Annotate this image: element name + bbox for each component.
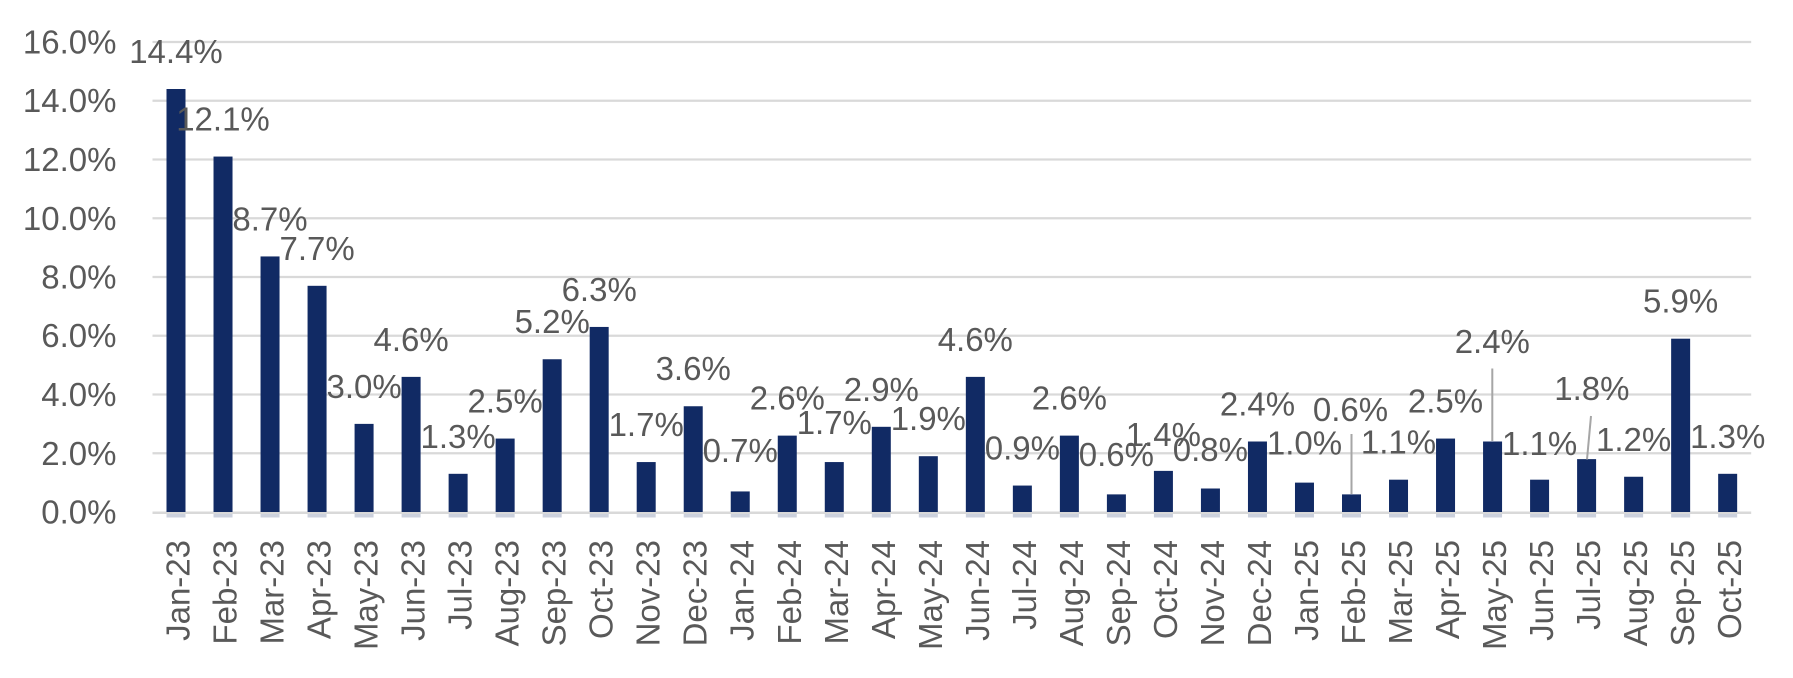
svg-text:5.2%: 5.2%: [515, 303, 590, 340]
svg-text:Apr-25: Apr-25: [1429, 540, 1466, 639]
svg-text:2.6%: 2.6%: [750, 380, 825, 417]
svg-text:12.0%: 12.0%: [23, 141, 117, 178]
svg-text:12.1%: 12.1%: [176, 101, 270, 138]
svg-text:3.0%: 3.0%: [326, 368, 401, 405]
svg-text:2.9%: 2.9%: [844, 371, 919, 408]
svg-text:Jan-23: Jan-23: [160, 540, 197, 641]
svg-text:2.0%: 2.0%: [41, 435, 116, 472]
svg-text:May-23: May-23: [348, 540, 385, 650]
svg-text:Mar-25: Mar-25: [1382, 540, 1419, 645]
svg-text:16.0%: 16.0%: [23, 24, 117, 61]
svg-text:0.6%: 0.6%: [1313, 391, 1388, 428]
svg-text:0.7%: 0.7%: [703, 432, 778, 469]
svg-text:2.6%: 2.6%: [1032, 380, 1107, 417]
svg-text:2.4%: 2.4%: [1220, 386, 1295, 423]
svg-text:4.6%: 4.6%: [938, 321, 1013, 358]
svg-text:0.0%: 0.0%: [41, 494, 116, 531]
svg-text:Feb-23: Feb-23: [207, 540, 244, 645]
svg-text:Apr-24: Apr-24: [865, 540, 902, 639]
svg-text:4.6%: 4.6%: [373, 321, 448, 358]
svg-text:1.0%: 1.0%: [1267, 425, 1342, 462]
svg-text:Sep-24: Sep-24: [1100, 540, 1137, 646]
svg-text:Aug-24: Aug-24: [1053, 540, 1090, 646]
svg-text:Mar-24: Mar-24: [818, 540, 855, 645]
svg-text:0.6%: 0.6%: [1079, 436, 1154, 473]
svg-text:1.9%: 1.9%: [891, 400, 966, 437]
svg-text:6.3%: 6.3%: [562, 271, 637, 308]
svg-text:Nov-24: Nov-24: [1194, 540, 1231, 646]
svg-text:Dec-24: Dec-24: [1241, 540, 1278, 646]
svg-text:4.0%: 4.0%: [41, 376, 116, 413]
svg-text:1.1%: 1.1%: [1502, 425, 1577, 462]
svg-text:Jun-23: Jun-23: [395, 540, 432, 641]
svg-text:8.0%: 8.0%: [41, 259, 116, 296]
svg-text:Oct-23: Oct-23: [583, 540, 620, 639]
svg-text:Jul-25: Jul-25: [1570, 540, 1607, 630]
svg-text:Aug-25: Aug-25: [1617, 540, 1654, 646]
svg-text:Apr-23: Apr-23: [301, 540, 338, 639]
svg-text:Oct-25: Oct-25: [1711, 540, 1748, 639]
svg-text:2.4%: 2.4%: [1455, 323, 1530, 360]
svg-text:0.8%: 0.8%: [1173, 431, 1248, 468]
svg-text:Feb-24: Feb-24: [771, 540, 808, 645]
svg-text:Jun-24: Jun-24: [959, 540, 996, 641]
svg-text:1.8%: 1.8%: [1554, 370, 1629, 407]
svg-text:1.2%: 1.2%: [1596, 421, 1671, 458]
svg-text:2.5%: 2.5%: [467, 383, 542, 420]
svg-text:8.7%: 8.7%: [232, 200, 307, 237]
svg-text:Jul-23: Jul-23: [442, 540, 479, 630]
svg-text:Nov-23: Nov-23: [630, 540, 667, 646]
svg-text:Jan-24: Jan-24: [724, 540, 761, 641]
svg-text:Mar-23: Mar-23: [254, 540, 291, 645]
svg-text:1.3%: 1.3%: [420, 418, 495, 455]
svg-text:1.1%: 1.1%: [1361, 424, 1436, 461]
svg-text:7.7%: 7.7%: [279, 230, 354, 267]
svg-text:2.5%: 2.5%: [1408, 383, 1483, 420]
svg-text:1.7%: 1.7%: [797, 404, 872, 441]
svg-text:10.0%: 10.0%: [23, 200, 117, 237]
svg-text:Oct-24: Oct-24: [1147, 540, 1184, 639]
svg-text:1.3%: 1.3%: [1690, 418, 1765, 455]
svg-text:1.4%: 1.4%: [1126, 416, 1201, 453]
svg-text:14.4%: 14.4%: [129, 33, 223, 70]
svg-text:6.0%: 6.0%: [41, 317, 116, 354]
svg-text:Jul-24: Jul-24: [1006, 540, 1043, 630]
svg-text:May-25: May-25: [1476, 540, 1513, 650]
svg-text:Dec-23: Dec-23: [677, 540, 714, 646]
svg-text:Feb-25: Feb-25: [1335, 540, 1372, 645]
svg-text:5.9%: 5.9%: [1643, 283, 1718, 320]
svg-text:Aug-23: Aug-23: [489, 540, 526, 646]
svg-text:14.0%: 14.0%: [23, 82, 117, 119]
svg-text:3.6%: 3.6%: [656, 350, 731, 387]
svg-text:Jan-25: Jan-25: [1288, 540, 1325, 641]
svg-text:May-24: May-24: [912, 540, 949, 650]
svg-text:Sep-23: Sep-23: [536, 540, 573, 646]
svg-text:1.7%: 1.7%: [609, 406, 684, 443]
svg-text:Sep-25: Sep-25: [1664, 540, 1701, 646]
svg-text:0.9%: 0.9%: [985, 430, 1060, 467]
svg-text:Jun-25: Jun-25: [1523, 540, 1560, 641]
